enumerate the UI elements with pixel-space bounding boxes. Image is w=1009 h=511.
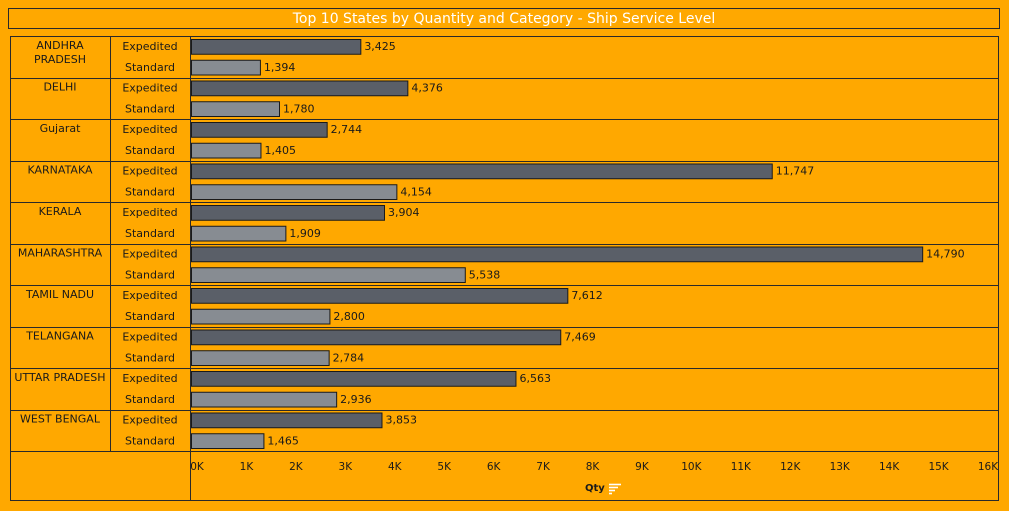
bar-value-label: 2,800	[333, 310, 365, 323]
ship-level-label: Standard	[125, 185, 175, 198]
ship-level-label: Standard	[125, 310, 175, 323]
x-tick-label: 5K	[437, 461, 452, 473]
bar-expedited	[191, 412, 383, 429]
ship-level-label: Expedited	[122, 248, 177, 261]
bar-value-label: 7,469	[564, 331, 596, 344]
ship-level-label: Expedited	[122, 123, 177, 136]
bar-standard	[191, 350, 330, 366]
bar-value-label: 1,465	[267, 434, 299, 447]
x-tick-label: 1K	[240, 461, 255, 473]
ship-level-label: Expedited	[122, 372, 177, 385]
bar-value-label: 4,154	[400, 185, 432, 198]
state-label: WEST BENGAL	[20, 413, 101, 426]
bar-standard	[191, 391, 338, 408]
chart-frame	[10, 36, 999, 501]
x-tick-label: 12K	[780, 461, 801, 473]
state-label: KERALA	[39, 205, 82, 218]
bar-standard	[191, 59, 261, 76]
bar-expedited	[191, 371, 517, 387]
ship-level-label: Standard	[125, 144, 175, 157]
x-tick-label: 4K	[388, 461, 403, 473]
bar-expedited	[191, 288, 569, 304]
ship-level-label: Expedited	[122, 414, 177, 427]
x-tick-label: 11K	[731, 461, 752, 473]
bar-expedited	[191, 39, 362, 55]
ship-level-label: Standard	[125, 434, 175, 447]
bar-standard	[191, 101, 280, 117]
bar-expedited	[191, 246, 924, 263]
state-label: ANDHRA	[36, 39, 84, 52]
x-tick-label: 8K	[586, 461, 601, 473]
bar-value-label: 3,904	[388, 206, 420, 219]
bar-value-label: 6,563	[519, 372, 551, 385]
state-label: MAHARASHTRA	[18, 247, 103, 260]
x-tick-label: 14K	[879, 461, 900, 473]
ship-level-label: Expedited	[122, 289, 177, 302]
bar-value-label: 7,612	[571, 289, 603, 302]
ship-level-label: Standard	[125, 268, 175, 281]
bar-value-label: 5,538	[469, 268, 501, 281]
state-label: TELANGANA	[25, 330, 94, 343]
state-label: Gujarat	[40, 122, 82, 135]
bar-value-label: 11,747	[776, 165, 815, 178]
bar-standard	[191, 142, 262, 159]
x-tick-label: 10K	[681, 461, 702, 473]
bar-value-label: 4,376	[411, 82, 443, 95]
bar-value-label: 1,909	[289, 227, 321, 240]
bar-standard	[191, 433, 265, 449]
state-label: KARNATAKA	[27, 164, 92, 177]
bar-expedited	[191, 163, 773, 180]
x-tick-label: 13K	[830, 461, 851, 473]
ship-level-label: Standard	[125, 61, 175, 74]
chart-title: Top 10 States by Quantity and Category -…	[8, 8, 1000, 29]
x-tick-label: 0K	[190, 461, 205, 473]
bar-value-label: 2,936	[340, 393, 372, 406]
x-tick-label: 6K	[487, 461, 502, 473]
bar-standard	[191, 225, 287, 242]
bar-expedited	[191, 80, 409, 97]
bar-value-label: 1,394	[264, 61, 296, 74]
ship-level-label: Standard	[125, 351, 175, 364]
ship-level-label: Expedited	[122, 331, 177, 344]
ship-level-label: Expedited	[122, 165, 177, 178]
ship-level-label: Standard	[125, 393, 175, 406]
ship-level-label: Expedited	[122, 40, 177, 53]
bar-standard	[191, 267, 466, 283]
state-label: PRADESH	[34, 53, 86, 66]
x-axis-title: Qty	[585, 483, 605, 494]
x-tick-label: 7K	[536, 461, 551, 473]
x-tick-label: 3K	[339, 461, 354, 473]
bar-standard	[191, 184, 398, 200]
bar-expedited	[191, 205, 386, 221]
state-label: DELHI	[43, 81, 76, 94]
ship-level-label: Standard	[125, 227, 175, 240]
bar-standard	[191, 308, 331, 325]
ship-level-label: Expedited	[122, 206, 177, 219]
bar-value-label: 14,790	[926, 248, 965, 261]
state-label: TAMIL NADU	[25, 288, 94, 301]
bar-value-label: 1,405	[264, 144, 296, 157]
bar-value-label: 2,744	[331, 123, 363, 136]
x-tick-label: 15K	[928, 461, 949, 473]
bar-expedited	[191, 329, 562, 346]
bar-expedited	[191, 122, 328, 138]
bar-value-label: 3,853	[385, 414, 417, 427]
sort-descending-icon[interactable]	[608, 482, 622, 495]
ship-level-label: Expedited	[122, 82, 177, 95]
bar-value-label: 1,780	[283, 102, 315, 115]
x-tick-label: 9K	[635, 461, 650, 473]
x-tick-label: 2K	[289, 461, 304, 473]
bar-value-label: 3,425	[364, 40, 396, 53]
ship-level-label: Standard	[125, 102, 175, 115]
state-label: UTTAR PRADESH	[14, 371, 105, 384]
bar-value-label: 2,784	[333, 351, 365, 364]
x-tick-label: 16K	[978, 461, 999, 473]
